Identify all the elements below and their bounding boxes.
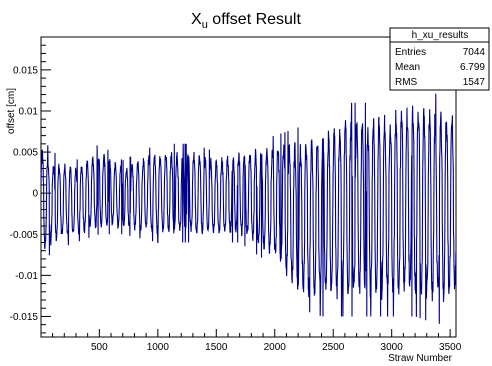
y-axis: -0.015 -0.01 -0.005 0 0.005 0.01 0.015	[10, 44, 51, 334]
y-tick-label: 0.01	[19, 106, 39, 117]
x-axis-title: Straw Number	[388, 353, 453, 364]
stats-rms-value: 1547	[463, 77, 486, 88]
y-tick-label: -0.015	[10, 312, 39, 323]
x-tick-label: 2000	[264, 342, 287, 353]
stats-box: h_xu_results Entries 7044 Mean 6.799 RMS…	[389, 27, 490, 91]
y-tick-label: -0.005	[10, 230, 39, 241]
x-tick-label: 500	[91, 342, 108, 353]
title-main: X	[191, 11, 202, 28]
y-tick-label: -0.01	[15, 271, 38, 282]
y-axis-title: offset [cm]	[6, 88, 17, 134]
x-tick-label: 3000	[381, 342, 404, 353]
chart-title: Xu offset Result	[191, 11, 301, 31]
stats-box-title: h_xu_results	[412, 30, 469, 41]
series-line	[40, 93, 457, 324]
stats-entries-value: 7044	[463, 47, 486, 58]
y-tick-label: 0.005	[13, 148, 38, 159]
title-subscript: u	[202, 19, 208, 31]
title-rest: offset Result	[208, 11, 302, 28]
stats-mean-label: Mean	[395, 62, 420, 73]
data-series	[40, 93, 457, 324]
stats-entries-label: Entries	[395, 47, 426, 58]
x-tick-label: 1000	[147, 342, 170, 353]
stats-rms-label: RMS	[395, 77, 418, 88]
stats-mean-value: 6.799	[460, 62, 485, 73]
y-tick-label: 0.015	[13, 65, 38, 76]
x-axis: 500 1000 1500 2000 2500 3000 3500	[52, 329, 462, 353]
x-tick-label: 1500	[205, 342, 228, 353]
x-tick-label: 2500	[322, 342, 345, 353]
x-tick-label: 3500	[439, 342, 462, 353]
y-tick-label: 0	[32, 189, 38, 200]
